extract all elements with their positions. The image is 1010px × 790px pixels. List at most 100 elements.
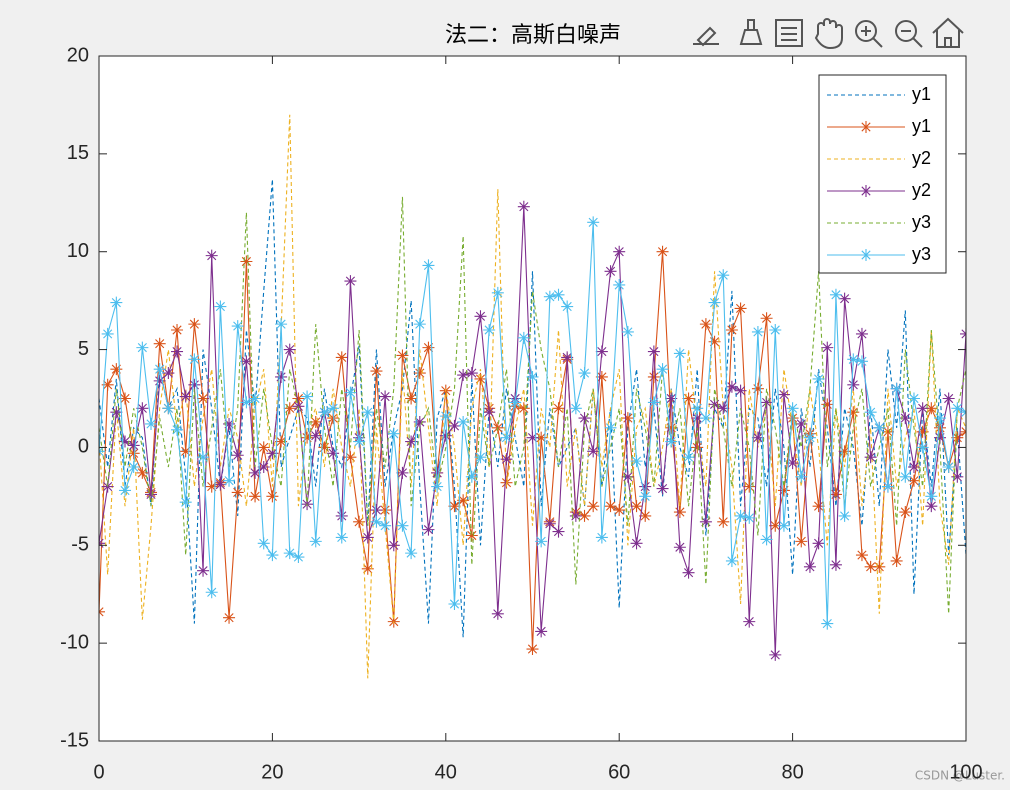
marker (283, 547, 296, 560)
watermark: CSDN @Luster. (915, 769, 1005, 783)
marker (465, 367, 478, 380)
marker (899, 470, 912, 483)
marker (717, 402, 730, 415)
marker (387, 427, 400, 440)
marker (361, 531, 374, 544)
marker (847, 353, 860, 366)
toolbar-legend[interactable] (775, 19, 803, 47)
marker (682, 392, 695, 405)
marker (855, 549, 868, 562)
marker (240, 396, 253, 409)
legend: y1 y1 y2 y2 y3 y3 (818, 74, 947, 274)
toolbar-brush[interactable] (739, 19, 763, 45)
marker (942, 461, 955, 473)
marker (335, 531, 348, 544)
marker (604, 500, 617, 513)
marker (153, 337, 166, 350)
marker (526, 431, 539, 444)
marker (795, 417, 808, 430)
marker (344, 386, 357, 399)
marker (491, 607, 504, 620)
marker (275, 318, 288, 331)
marker (370, 515, 383, 528)
marker (665, 392, 678, 405)
marker (136, 341, 149, 354)
marker (535, 625, 548, 638)
marker (413, 318, 426, 331)
marker (916, 402, 929, 415)
marker (197, 451, 210, 464)
marker (318, 406, 331, 419)
marker (457, 494, 470, 507)
marker (855, 327, 868, 340)
marker (951, 402, 964, 415)
marker (673, 541, 686, 554)
marker (881, 480, 894, 493)
marker (526, 370, 539, 383)
marker (171, 423, 184, 436)
marker (595, 531, 608, 544)
marker (821, 398, 834, 411)
toolbar-zoom-out[interactable] (895, 20, 917, 42)
marker (561, 351, 574, 364)
marker (327, 402, 340, 415)
y-tick-label: -15 (60, 729, 89, 751)
marker (526, 643, 539, 656)
marker (301, 390, 314, 403)
toolbar (693, 17, 964, 50)
legend-label: y3 (912, 244, 931, 264)
marker (309, 535, 322, 548)
marker (621, 470, 634, 483)
marker (587, 500, 600, 513)
marker (734, 384, 747, 397)
y-tick-label: -5 (71, 534, 89, 556)
marker (257, 441, 270, 454)
marker (474, 451, 487, 464)
marker (197, 564, 210, 577)
marker (188, 353, 201, 366)
marker (812, 537, 825, 550)
marker (691, 402, 704, 415)
marker (370, 504, 383, 517)
legend-marker (860, 249, 872, 261)
y-tick-label: 20 (67, 44, 89, 66)
marker (725, 554, 738, 567)
marker (552, 288, 565, 301)
marker (110, 406, 123, 419)
y-tick-label: 0 (78, 436, 89, 458)
marker (413, 415, 426, 428)
marker (509, 396, 522, 409)
marker (396, 466, 409, 479)
marker (743, 511, 756, 524)
marker (578, 509, 591, 522)
marker (630, 455, 643, 468)
marker (604, 265, 617, 278)
marker (769, 324, 782, 336)
marker (569, 402, 582, 415)
toolbar-edit[interactable] (693, 26, 719, 47)
marker (179, 390, 192, 403)
marker (439, 410, 452, 423)
marker (543, 517, 556, 530)
toolbar-zoom-in[interactable] (855, 20, 877, 42)
marker (179, 445, 192, 458)
marker (101, 327, 114, 340)
marker (760, 533, 773, 546)
marker (405, 435, 418, 448)
marker (561, 300, 574, 313)
toolbar-home[interactable] (932, 17, 964, 48)
marker (483, 324, 496, 336)
plot-series (99, 114, 966, 679)
marker (127, 439, 140, 452)
toolbar-pan[interactable] (814, 18, 843, 50)
marker (266, 549, 279, 562)
marker (829, 488, 842, 501)
marker (925, 490, 938, 503)
marker (309, 415, 322, 428)
series-line (99, 114, 966, 679)
marker (396, 519, 409, 532)
marker (838, 509, 851, 522)
marker (673, 506, 686, 519)
marker (535, 431, 548, 444)
marker (552, 402, 565, 415)
